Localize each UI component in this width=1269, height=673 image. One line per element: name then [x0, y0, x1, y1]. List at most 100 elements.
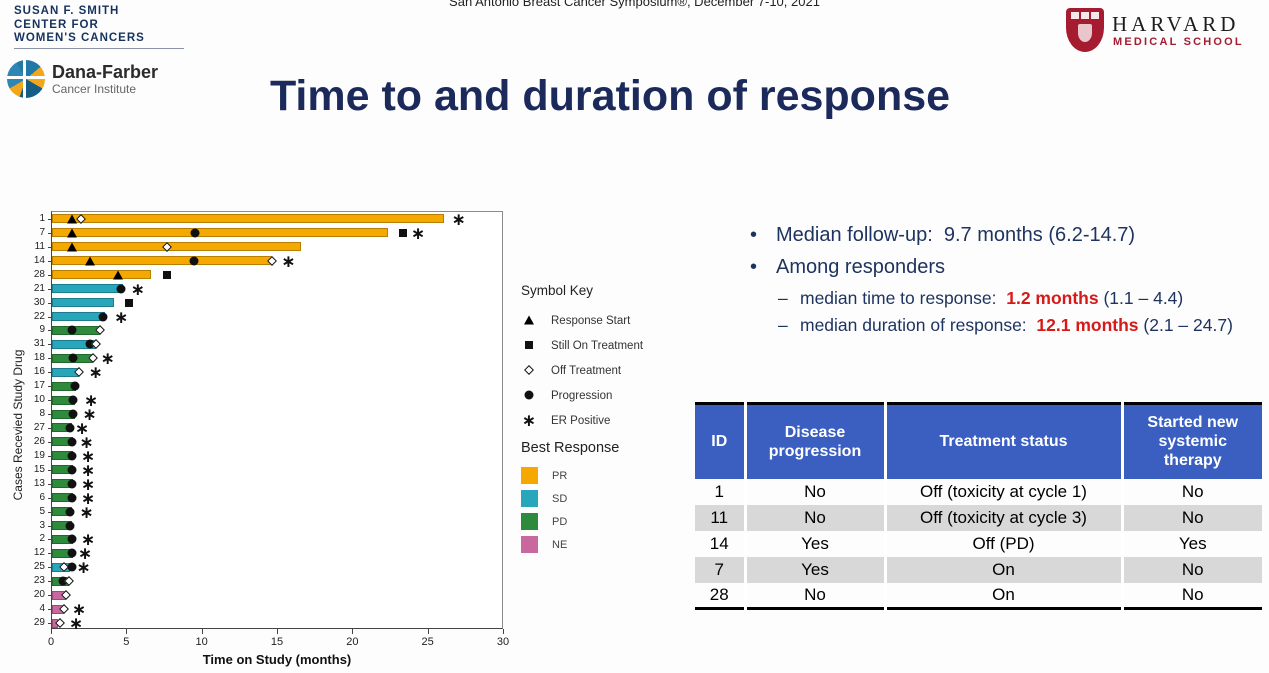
- asterisk-marker-icon: ∗: [114, 307, 129, 328]
- table-row: 28 No On No: [695, 582, 1262, 609]
- y-tick: [48, 414, 52, 416]
- asterisk-marker-icon: ∗: [75, 419, 90, 440]
- dash-icon: –: [778, 315, 788, 335]
- swimmer-bar-pr: [52, 228, 388, 238]
- best-response-code: SD: [552, 492, 568, 505]
- circle-marker-icon: [524, 390, 534, 400]
- case-id-label: 16: [33, 366, 45, 378]
- case-id-label: 8: [39, 408, 45, 420]
- table-cell: 28: [709, 584, 729, 604]
- triangle-marker-icon: [524, 315, 534, 325]
- case-id-label: 23: [33, 575, 45, 587]
- square-marker-icon: [162, 270, 171, 279]
- triangle-marker-icon: [66, 228, 77, 238]
- bullet-among-responders: • Among responders: [750, 256, 1269, 279]
- asterisk-marker-icon: ∗: [410, 224, 426, 245]
- swimmer-plot: Cases Recevied Study Drug ∗ ∗ ∗ ∗ ∗ ∗ ∗ ∗ ∗ ∗ ∗ ∗ ∗ ∗…: [0, 200, 560, 673]
- table-cell: No: [1120, 556, 1262, 583]
- sub-bullet-duration-of-response: – median duration of response: 12.1 month…: [778, 315, 1269, 336]
- key-item-circle: Progression: [521, 383, 643, 408]
- y-tick: [48, 595, 52, 597]
- table-cell: Yes: [1120, 530, 1262, 557]
- x-tick-label: 5: [123, 636, 130, 648]
- asterisk-marker-icon: ∗: [451, 210, 466, 231]
- key-item-label: Progression: [551, 389, 613, 402]
- table-cell: No: [743, 478, 885, 505]
- case-id-label: 9: [39, 324, 45, 336]
- best-response-code: NE: [552, 538, 568, 551]
- case-id-label: 11: [34, 240, 45, 252]
- x-tick-label: 0: [47, 636, 55, 648]
- table-cell: 11: [695, 504, 745, 531]
- x-axis-label: Time on Study (months): [202, 652, 352, 667]
- best-response-code: PD: [552, 515, 568, 528]
- table-header: ID Disease progression Treatment status Sta…: [695, 403, 1262, 479]
- best-response-items: PR SD PD NE: [521, 464, 619, 556]
- case-id-label: 15: [33, 463, 45, 475]
- sub-bullet-text: median duration of response:: [800, 315, 1037, 335]
- case-id-label: 19: [33, 449, 45, 461]
- circle-marker-icon: [67, 493, 77, 503]
- y-tick: [48, 609, 52, 611]
- smith-line1: SUSAN F. SMITH: [14, 5, 120, 17]
- case-id-label: 29: [33, 617, 45, 629]
- susan-smith-logo-text: SUSAN F. SMITH CENTER FOR WOMEN'S CANCER…: [14, 5, 145, 46]
- y-tick: [48, 539, 52, 541]
- smith-line2: CENTER FOR: [14, 18, 99, 31]
- circle-marker-icon: [65, 423, 75, 433]
- key-item-diamond: Off Treatment: [521, 358, 643, 383]
- table-cell: Off (PD): [883, 530, 1122, 557]
- harvard-shield-icon: [1066, 8, 1104, 52]
- triangle-marker-icon: [84, 256, 95, 266]
- circle-marker-icon: [67, 465, 77, 475]
- bullet-median-followup: • Median follow-up: 9.7 months (6.2-14.7): [750, 224, 1269, 247]
- x-tick: [352, 629, 354, 634]
- asterisk-marker-icon: ∗: [84, 391, 99, 412]
- asterisk-marker-icon: ∗: [68, 614, 84, 635]
- sub-bullet-range: (1.1 – 4.4): [1098, 288, 1184, 308]
- table-cell: No: [1120, 478, 1262, 505]
- y-tick: [48, 316, 52, 318]
- case-id-label: 3: [39, 519, 45, 531]
- symbol-key: Symbol Key Response Start Still On Treatm…: [521, 283, 643, 433]
- circle-marker-icon: [67, 548, 77, 558]
- case-id-label: 14: [33, 254, 45, 266]
- case-id-label: 1: [39, 212, 45, 224]
- case-id-label: 20: [33, 589, 45, 601]
- asterisk-marker-icon: ∗: [79, 502, 94, 523]
- x-tick: [427, 629, 429, 634]
- table-row: 11 No Off (toxicity at cycle 3) No: [695, 504, 1262, 531]
- asterisk-marker-icon: ∗: [82, 405, 97, 426]
- circle-marker-icon: [67, 325, 77, 335]
- color-swatch-icon: [521, 536, 538, 553]
- key-item-square: Still On Treatment: [521, 333, 643, 358]
- table-header-cell: ID: [695, 403, 745, 479]
- x-tick: [277, 629, 278, 634]
- bullet-icon: •: [750, 256, 758, 278]
- table-cell: Off (toxicity at cycle 1): [883, 478, 1122, 505]
- table-header-cell: Started new systemic therapy: [1120, 403, 1262, 479]
- sub-bullet-time-to-response: – median time to response: 1.2 months (1.…: [778, 288, 1269, 309]
- case-id-label: 10: [33, 394, 45, 406]
- swimmer-bar-sd: [52, 284, 123, 294]
- asterisk-marker-icon: ∗: [81, 447, 96, 468]
- y-tick: [48, 427, 52, 429]
- color-swatch-icon: [521, 490, 538, 507]
- best-response-item-pd: PD: [521, 510, 619, 533]
- y-tick: [48, 372, 52, 374]
- asterisk-marker-icon: ∗: [521, 411, 537, 432]
- swimmer-bar-pr: [52, 214, 444, 224]
- table-cell: 14: [709, 533, 729, 553]
- circle-marker-icon: [67, 479, 77, 489]
- asterisk-marker-icon: ∗: [76, 558, 91, 579]
- square-marker-icon: [399, 228, 408, 237]
- circle-marker-icon: [190, 228, 200, 238]
- best-response-code: PR: [552, 469, 568, 482]
- table-cell: Off (toxicity at cycle 3): [883, 504, 1122, 531]
- y-tick: [48, 358, 52, 360]
- circle-marker-icon: [67, 451, 77, 461]
- y-tick: [48, 469, 52, 471]
- table-row: 7 Yes On No: [695, 556, 1262, 583]
- harvard-name: HARVARD: [1112, 12, 1240, 36]
